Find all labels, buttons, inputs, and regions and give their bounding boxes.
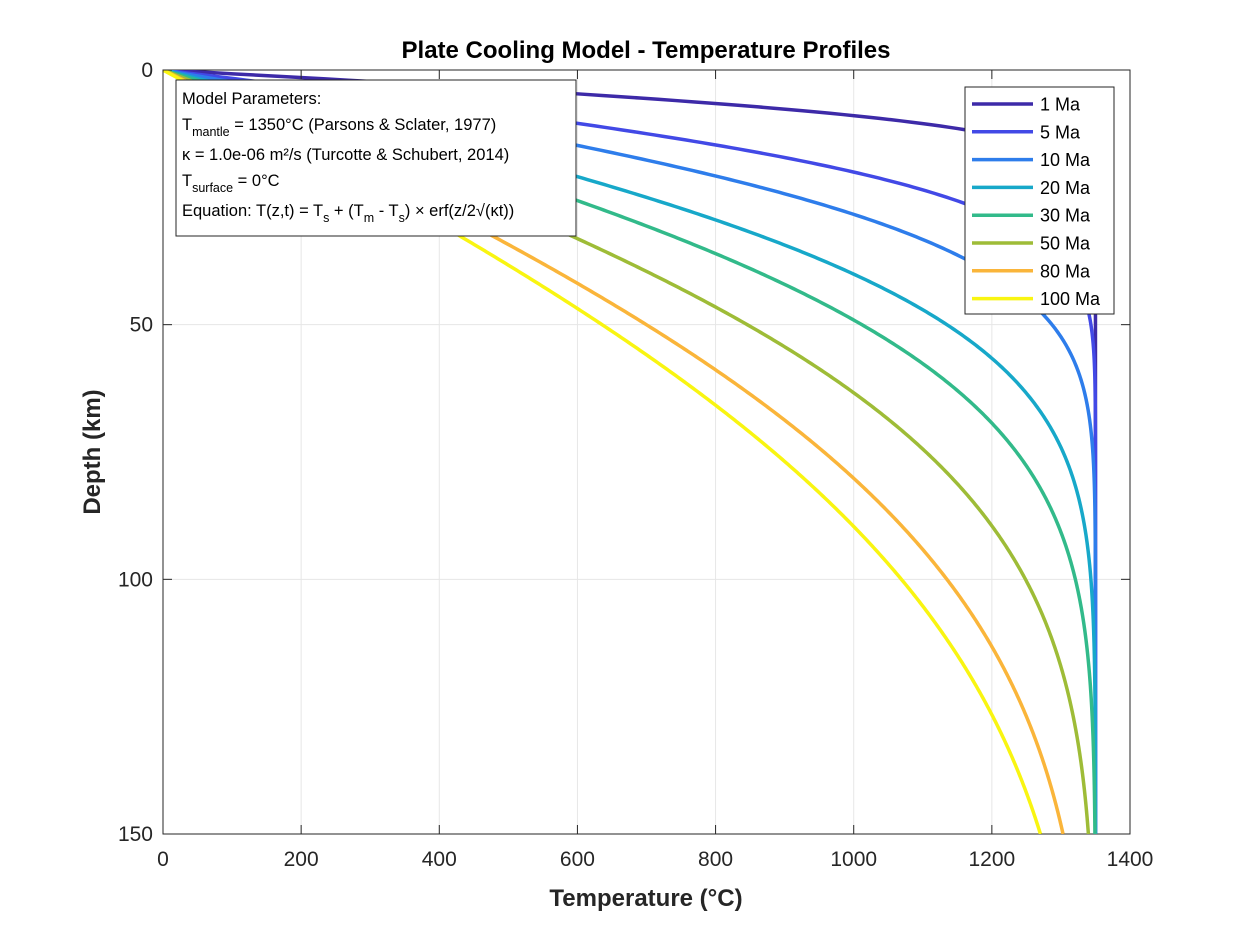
y-tick-label: 100 <box>118 568 153 591</box>
annotation-tsurface: Tsurface = 0°C <box>182 172 280 195</box>
x-tick-label: 1400 <box>1107 848 1154 871</box>
legend-label: 50 Ma <box>1040 234 1091 254</box>
x-tick-label: 1000 <box>830 848 877 871</box>
annotation-heading: Model Parameters: <box>182 90 321 108</box>
annotation-frame <box>175 79 577 237</box>
annotation-tmantle-sub: mantle <box>192 125 230 139</box>
x-tick-label: 0 <box>157 848 169 871</box>
y-tick-label: 50 <box>130 314 153 337</box>
x-tick-label: 400 <box>422 848 457 871</box>
annotation-tmantle-value: = 1350°C (Parsons & Sclater, 1977) <box>230 116 497 134</box>
x-tick-label: 800 <box>698 848 733 871</box>
chart-title: Plate Cooling Model - Temperature Profil… <box>402 37 891 64</box>
annotation-tsurface-sub: surface <box>192 181 233 195</box>
annotation-kappa: κ = 1.0e-06 m²/s (Turcotte & Schubert, 2… <box>182 146 509 164</box>
annotation-tmantle-symbol: T <box>182 116 192 134</box>
y-tick-label: 0 <box>141 59 153 82</box>
legend-label: 100 Ma <box>1040 289 1101 309</box>
legend-label: 10 Ma <box>1040 150 1091 170</box>
x-tick-label: 200 <box>284 848 319 871</box>
legend-frame <box>964 86 1115 315</box>
plot-frame <box>162 69 1131 835</box>
legend-label: 80 Ma <box>1040 261 1091 281</box>
legend-label: 20 Ma <box>1040 178 1091 198</box>
y-axis-title: Depth (km) <box>79 389 106 514</box>
model-parameters-box: Model Parameters: Tmantle = 1350°C (Pars… <box>175 79 577 237</box>
annotation-tsurface-symbol: T <box>182 172 192 190</box>
legend-label: 30 Ma <box>1040 206 1091 226</box>
x-tick-label: 600 <box>560 848 595 871</box>
legend-label: 1 Ma <box>1040 95 1081 115</box>
legend-label: 5 Ma <box>1040 122 1081 142</box>
annotation-tmantle: Tmantle = 1350°C (Parsons & Sclater, 197… <box>182 116 496 139</box>
x-axis-title: Temperature (°C) <box>549 885 742 912</box>
series-line-20-ma <box>163 70 1098 834</box>
annotation-tsurface-value: = 0°C <box>233 172 280 190</box>
axis-ticks: 0 200 400 600 800 1000 1200 1400 0 50 100 150 <box>118 59 1153 871</box>
x-tick-label: 1200 <box>968 848 1015 871</box>
legend: 1 Ma 5 Ma 10 Ma 20 Ma 30 Ma 50 Ma 80 Ma 100 Ma <box>964 86 1115 315</box>
annotation-equation: Equation: T(z,t) = Ts + (Tm - Ts) × erf(… <box>182 202 514 225</box>
y-tick-label: 150 <box>118 823 153 846</box>
